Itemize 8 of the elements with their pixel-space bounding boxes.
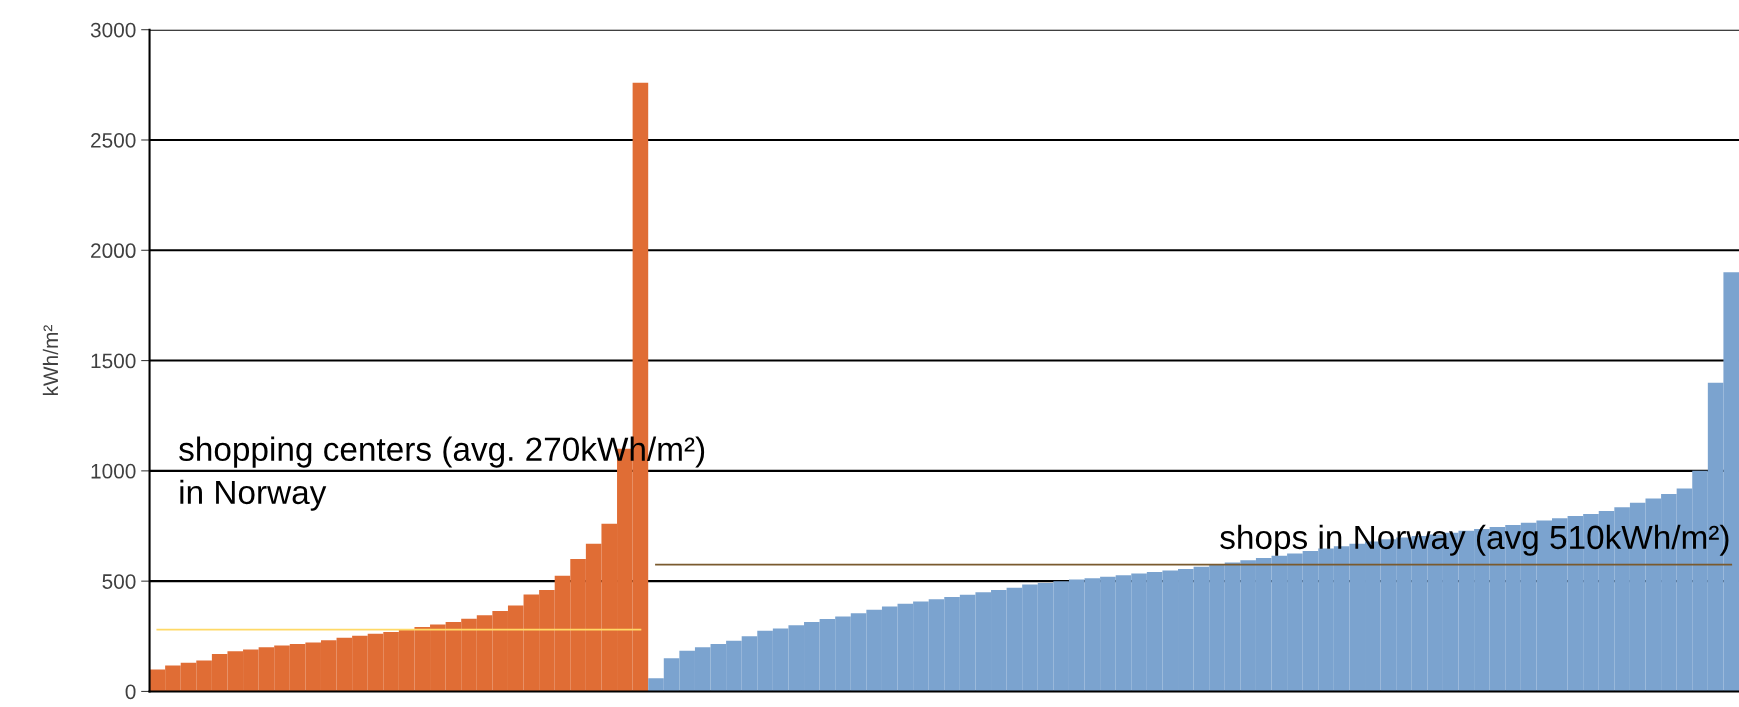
- y-axis-title: kWh/m²: [42, 325, 59, 396]
- y-tick-label: 0: [125, 684, 136, 700]
- y-tick-label: 3000: [90, 22, 136, 38]
- y-tick-label: 500: [102, 574, 136, 589]
- y-tick-label: 2500: [91, 132, 136, 148]
- y-tick-label: 1000: [91, 463, 136, 479]
- y-tick-label: 1500: [91, 353, 136, 369]
- y-tick-label: 2000: [91, 243, 136, 259]
